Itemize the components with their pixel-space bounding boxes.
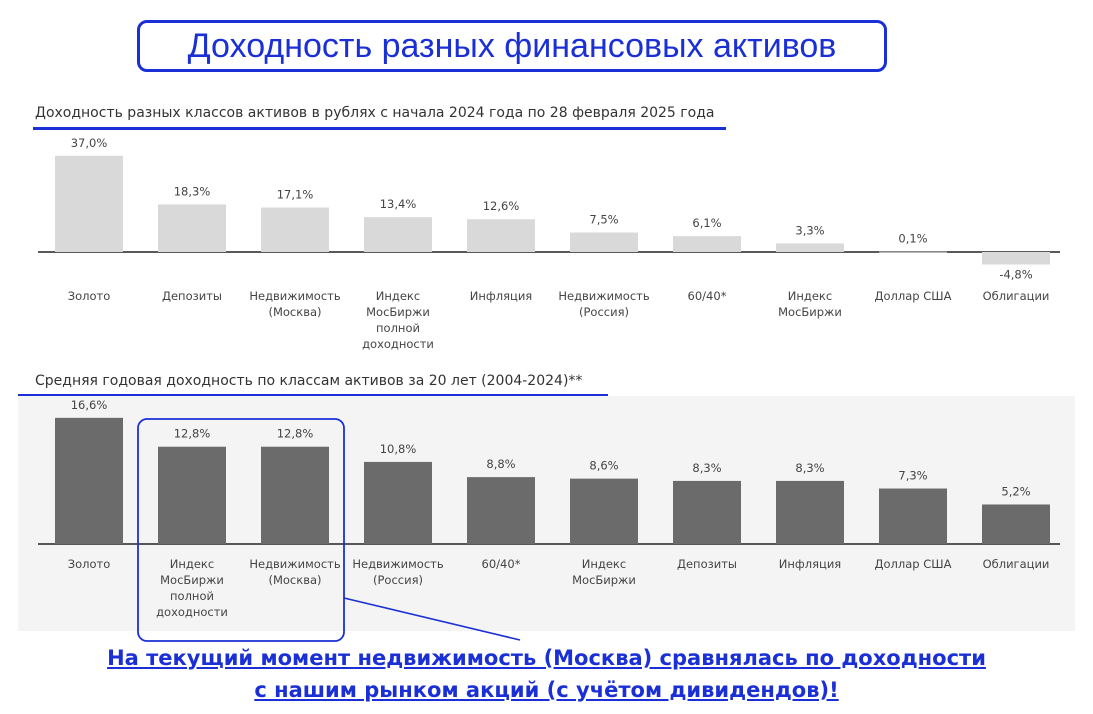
chart1-value-label-6: 6,1% (692, 216, 721, 230)
chart1-value-label-4: 12,6% (483, 199, 520, 213)
chart1-category-label-1-0: Депозиты (162, 289, 222, 303)
chart2-category-label-3-1: (Россия) (373, 573, 423, 587)
chart1-category-label-5-0: Недвижимость (558, 289, 649, 303)
chart1-category-label-2-1: (Москва) (268, 305, 321, 319)
highlight-pointer-line (343, 597, 521, 641)
chart1-bar-1 (158, 204, 226, 252)
chart2-category-label-6-0: Депозиты (677, 557, 737, 571)
chart2-category-label-3-0: Недвижимость (352, 557, 443, 571)
chart1-value-label-1: 18,3% (174, 184, 211, 198)
chart2-category-label-2-0: Недвижимость (249, 557, 340, 571)
chart2-value-label-3: 10,8% (380, 442, 417, 456)
chart1-plot: 37,0% Золото 18,3% Депозиты 17,1% Недвижимост… (38, 136, 1060, 351)
chart2-bar-6 (673, 480, 741, 544)
chart2-category-label-0-0: Золото (68, 557, 111, 571)
chart1-value-label-8: 0,1% (898, 232, 927, 246)
chart2-bar-7 (776, 480, 844, 544)
annotation-line2: с нашим рынком акций (с учётом дивидендо… (254, 678, 839, 702)
chart2-category-label-1-3: доходности (156, 605, 228, 619)
chart2-category-label-4-0: 60/40* (482, 557, 521, 571)
chart2-category-label-1-1: МосБиржи (160, 573, 224, 587)
chart1-bar-5 (570, 232, 638, 252)
chart2-bar-1 (158, 446, 226, 544)
chart2-value-label-6: 8,3% (692, 461, 721, 475)
chart2-bar-4 (467, 477, 535, 544)
chart1-category-label-7-1: МосБиржи (778, 305, 842, 319)
chart2-plot: 16,6% Золото 12,8% Индекс МосБиржи полной дохо… (38, 398, 1060, 619)
chart2-bar-2 (261, 446, 329, 544)
chart1-category-label-6-0: 60/40* (688, 289, 727, 303)
chart1-value-label-9: -4,8% (999, 267, 1032, 281)
chart2-category-label-1-0: Индекс (170, 557, 214, 571)
chart1-category-label-7-0: Индекс (788, 289, 832, 303)
chart2-value-label-1: 12,8% (174, 427, 211, 441)
chart1-category-label-2-0: Недвижимость (249, 289, 340, 303)
chart1-category-label-8-0: Доллар США (875, 289, 952, 303)
chart2-value-label-9: 5,2% (1001, 484, 1030, 498)
chart2-value-label-5: 8,6% (589, 459, 618, 473)
chart2-category-label-5-1: МосБиржи (572, 573, 636, 587)
chart1-category-label-9-0: Облигации (983, 289, 1050, 303)
chart2-bar-9 (982, 504, 1050, 544)
chart1-bar-8 (879, 251, 947, 253)
chart2-value-label-2: 12,8% (277, 427, 314, 441)
chart1-bar-0 (55, 155, 123, 252)
chart1-bar-6 (673, 236, 741, 252)
chart2-title: Средняя годовая доходность по классам ак… (35, 373, 583, 389)
chart1-title-underline (33, 127, 726, 130)
chart2-value-label-4: 8,8% (486, 457, 515, 471)
chart1-category-label-3-2: полной (376, 321, 420, 335)
chart2-bar-3 (364, 461, 432, 544)
chart1-category-label-0-0: Золото (68, 289, 111, 303)
chart1-category-label-3-0: Индекс (376, 289, 420, 303)
chart1-value-label-0: 37,0% (71, 136, 108, 150)
chart1-bar-2 (261, 207, 329, 252)
chart2-category-label-2-1: (Москва) (268, 573, 321, 587)
chart1-bar-4 (467, 219, 535, 252)
highlight-box (137, 418, 345, 642)
chart1-bar-9 (982, 252, 1050, 265)
chart2-category-label-1-2: полной (170, 589, 214, 603)
chart1-value-label-2: 17,1% (277, 188, 314, 202)
chart2-value-label-0: 16,6% (71, 398, 108, 412)
chart1-value-label-5: 7,5% (589, 213, 618, 227)
chart2-category-label-9-0: Облигации (983, 557, 1050, 571)
chart1-title: Доходность разных классов активов в рубл… (35, 105, 715, 121)
chart2-category-label-8-0: Доллар США (875, 557, 952, 571)
chart2-bar-8 (879, 488, 947, 544)
page-title: Доходность разных финансовых активов (137, 20, 887, 72)
chart1-bar-3 (364, 217, 432, 252)
chart2-bar-5 (570, 478, 638, 544)
chart2-category-label-7-0: Инфляция (779, 557, 841, 571)
annotation-line1: На текущий момент недвижимость (Москва) … (107, 646, 986, 670)
chart1-bar-7 (776, 243, 844, 252)
chart1-value-label-3: 13,4% (380, 197, 417, 211)
chart1-category-label-4-0: Инфляция (470, 289, 532, 303)
chart2-value-label-7: 8,3% (795, 461, 824, 475)
chart1-category-label-3-1: МосБиржи (366, 305, 430, 319)
chart1-value-label-7: 3,3% (795, 223, 824, 237)
chart1-category-label-5-1: (Россия) (579, 305, 629, 319)
chart2-value-label-8: 7,3% (898, 469, 927, 483)
chart2-category-label-5-0: Индекс (582, 557, 626, 571)
chart2-bar-0 (55, 417, 123, 544)
chart2-title-underline (18, 394, 608, 397)
chart1-category-label-3-3: доходности (362, 337, 434, 351)
